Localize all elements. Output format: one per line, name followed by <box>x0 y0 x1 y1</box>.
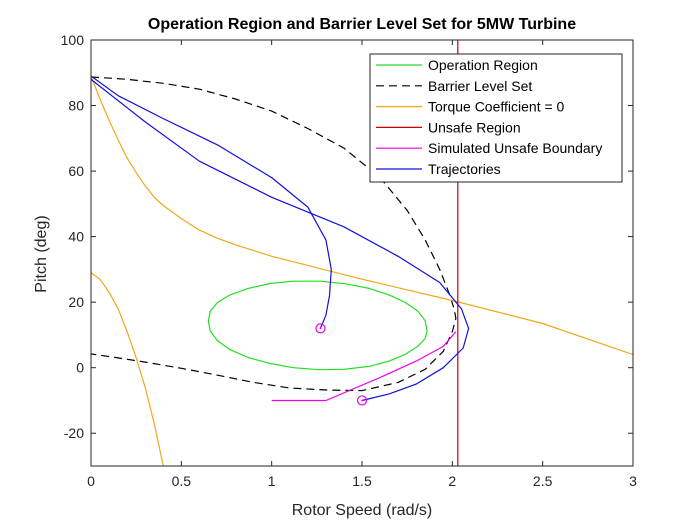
series-line-simulated-unsafe-boundary <box>271 331 457 402</box>
series-line-trajectories-1 <box>91 75 332 329</box>
series-line-barrier-level-set <box>91 76 457 392</box>
y-tick-label: -20 <box>64 425 84 441</box>
x-tick-label: 2 <box>448 473 456 489</box>
legend-label-torque-coefficient-0: Torque Coefficient = 0 <box>428 99 565 115</box>
x-tick-label: 2.5 <box>533 473 553 489</box>
marker-dot-1 <box>319 327 322 330</box>
marker-dot-2 <box>361 399 363 402</box>
legend-label-operation-region: Operation Region <box>428 57 538 73</box>
marker-circle-1 <box>315 323 326 334</box>
series-line-torque-coefficient-0-1 <box>91 75 633 356</box>
legend-box <box>369 53 623 183</box>
x-tick-label: 3 <box>629 473 637 489</box>
legend-label-trajectories: Trajectories <box>428 161 501 177</box>
legend-label-barrier-level-set: Barrier Level Set <box>428 78 532 94</box>
chart-title: Operation Region and Barrier Level Set f… <box>148 16 576 33</box>
y-tick-label: 20 <box>68 294 84 310</box>
x-tick-label: 0 <box>87 473 95 489</box>
y-tick-label: 80 <box>68 98 84 114</box>
y-tick-label: 0 <box>76 360 84 376</box>
x-axis-title: Rotor Speed (rad/s) <box>292 502 433 519</box>
series-line-operation-region <box>207 280 428 371</box>
series-line-torque-coefficient-0-2 <box>91 272 164 466</box>
legend: Operation Region Barrier Level Set Torque … <box>369 53 623 183</box>
y-tick-label: 60 <box>68 163 84 179</box>
y-tick-label: 40 <box>68 229 84 245</box>
legend-label-simulated-unsafe-boundary: Simulated Unsafe Boundary <box>428 140 602 156</box>
x-tick-label: 1.5 <box>352 473 372 489</box>
y-axis: -20 0 20 40 60 80 100 <box>61 32 633 441</box>
y-tick-label: 100 <box>61 32 85 48</box>
x-tick-label: 1 <box>268 473 276 489</box>
legend-label-unsafe-region: Unsafe Region <box>428 119 521 135</box>
series-line-trajectories-2 <box>91 78 470 402</box>
x-axis: 0 0.5 1 1.5 2 2.5 3 <box>87 40 637 489</box>
marker-circle-2 <box>356 395 368 406</box>
y-axis-title: Pitch (deg) <box>33 215 50 292</box>
x-tick-label: 0.5 <box>172 473 192 489</box>
